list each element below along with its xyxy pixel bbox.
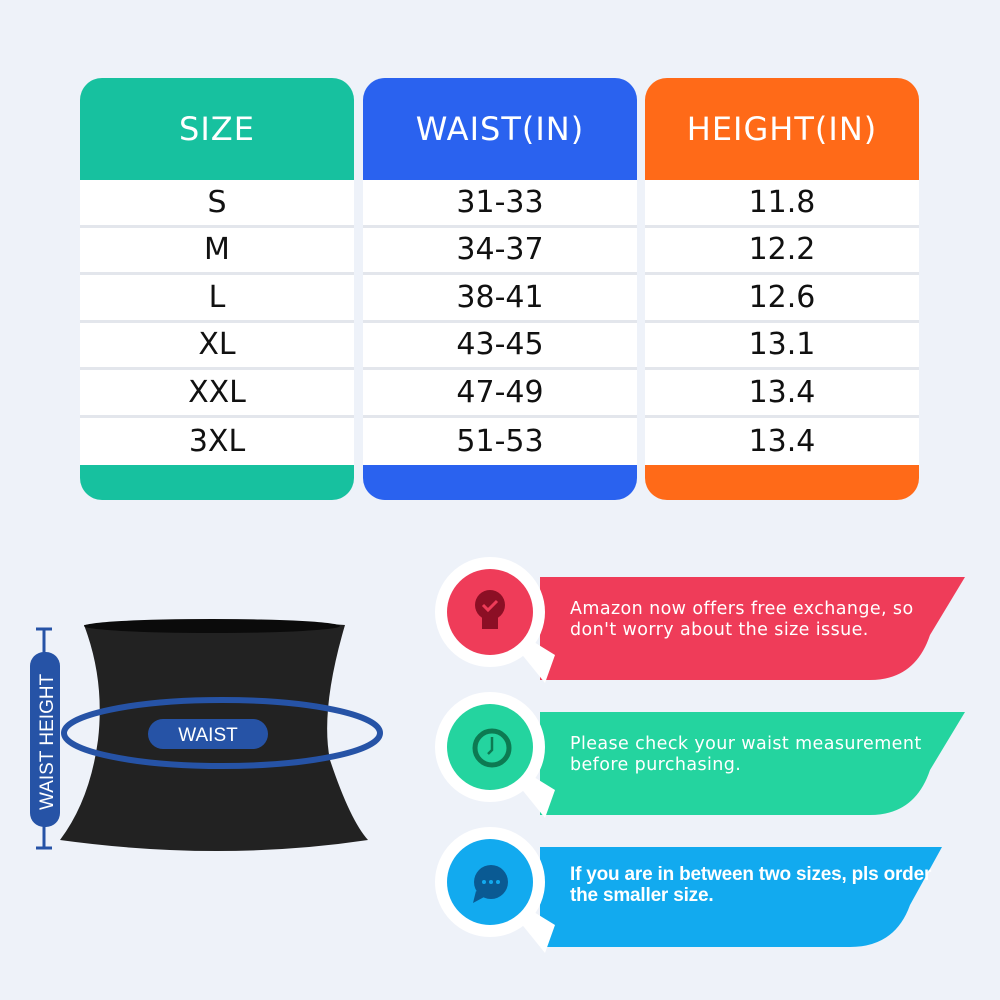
table-cell: 31-33 — [363, 180, 637, 228]
tip-measure: Please check your waist measurement befo… — [430, 690, 970, 818]
tip-exchange: Amazon now offers free exchange, so don'… — [430, 555, 970, 683]
waist-height-label: WAIST HEIGHT — [37, 673, 58, 810]
table-cell: 3XL — [188, 423, 246, 459]
tip-text: Amazon now offers free exchange, so don'… — [570, 599, 914, 640]
waist-column: WAIST(IN) 31-33 34-37 38-41 43-45 47-49 … — [363, 78, 637, 500]
waist-label-pill — [148, 719, 268, 749]
waist-label: WAIST — [178, 725, 238, 746]
table-cell: L — [80, 275, 354, 323]
column-header: WAIST(IN) — [415, 110, 585, 148]
table-cell: M — [80, 228, 354, 275]
tip-smaller-size: If you are in between two sizes, pls ord… — [430, 825, 970, 953]
table-cell: 34-37 — [363, 228, 637, 275]
table-cell: 51-53 — [456, 423, 544, 459]
tip-text: If you are in between two sizes, pls ord… — [570, 864, 932, 906]
chat-bubble-icon — [473, 865, 508, 903]
table-cell: 12.2 — [645, 228, 919, 275]
table-cell: XL — [80, 323, 354, 370]
table-cell: 13.4 — [645, 370, 919, 418]
table-cell: 13.4 — [748, 423, 816, 459]
table-cell: XXL — [80, 370, 354, 418]
tip-text: Please check your waist measurement befo… — [570, 734, 922, 775]
table-cell: 38-41 — [363, 275, 637, 323]
waist-trainer-diagram: WAIST WAIST HEIGHT — [30, 619, 383, 851]
column-header: HEIGHT(IN) — [686, 110, 878, 148]
table-cell: 13.1 — [645, 323, 919, 370]
column-header: SIZE — [179, 110, 255, 148]
table-cell: 11.8 — [645, 180, 919, 228]
table-cell: S — [80, 180, 354, 228]
height-column: HEIGHT(IN) 11.8 12.2 12.6 13.1 13.4 13.4 — [645, 78, 919, 500]
clock-icon — [472, 728, 512, 768]
table-cell: 12.6 — [645, 275, 919, 323]
table-cell: 47-49 — [363, 370, 637, 418]
lightbulb-check-icon — [475, 590, 505, 629]
size-column: SIZE S M L XL XXL 3XL — [80, 78, 354, 500]
table-cell: 43-45 — [363, 323, 637, 370]
